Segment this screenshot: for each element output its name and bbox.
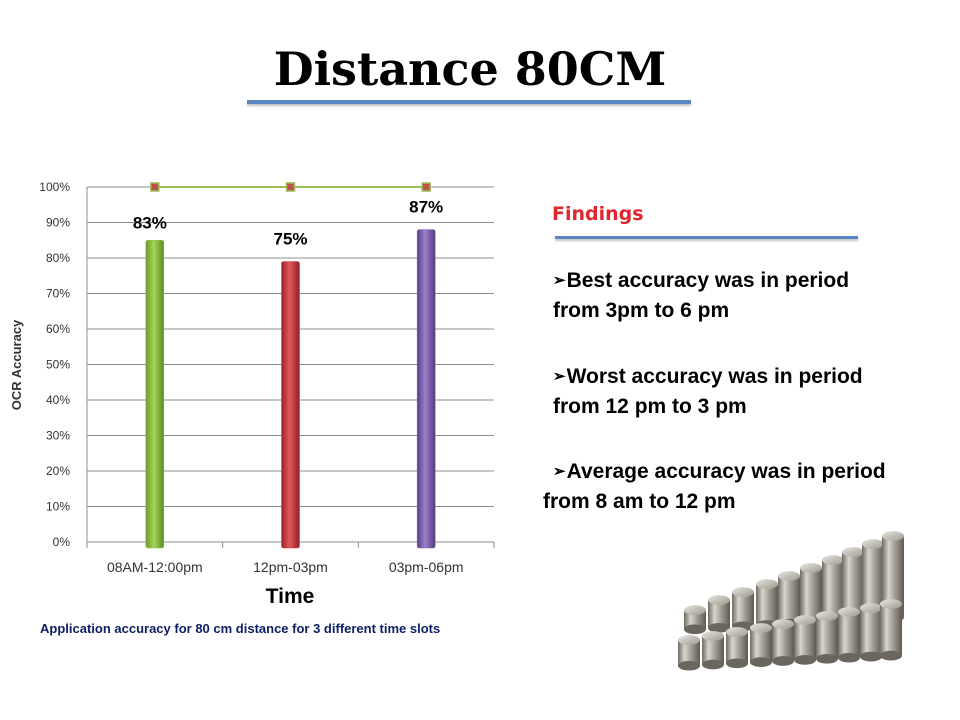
finding-worst: ➢Worst accuracy was in period from 12 pm… [553, 362, 863, 422]
y-axis-label: OCR Accuracy [9, 319, 24, 410]
cylinder-shape [838, 607, 860, 663]
finding-worst-line2: from 12 pm to 3 pm [553, 395, 747, 418]
cylinder-shape [794, 615, 816, 665]
cylinder-shape [732, 587, 754, 632]
bar [281, 261, 300, 549]
arrow-bullet-icon: ➢ [553, 463, 566, 480]
y-tick-label: 0% [53, 535, 71, 549]
y-tick-label: 80% [46, 251, 70, 265]
y-tick-label: 90% [46, 216, 70, 230]
cylinder-shape [860, 603, 882, 662]
findings-heading: Findings [552, 203, 644, 225]
x-tick-label: 03pm-06pm [389, 559, 464, 575]
cylinder-shape [772, 619, 794, 666]
finding-best-line2: from 3pm to 6 pm [553, 299, 730, 322]
bar [145, 240, 165, 549]
arrow-bullet-icon: ➢ [553, 368, 566, 385]
data-label: 87% [409, 198, 443, 217]
cylinder-shape [816, 611, 838, 664]
y-tick-label: 40% [46, 393, 70, 407]
title-underline [247, 100, 691, 104]
finding-average: ➢Average accuracy was in period from 8 a… [543, 457, 886, 517]
y-tick-label: 30% [46, 429, 70, 443]
line-point [285, 182, 296, 192]
finding-best: ➢Best accuracy was in period from 3pm to… [553, 266, 849, 326]
y-tick-label: 60% [46, 322, 70, 336]
line-point [150, 182, 160, 192]
y-tick-label: 70% [46, 287, 70, 301]
x-tick-label: 08AM-12:00pm [107, 559, 203, 575]
slide-title: Distance 80CM [273, 42, 667, 96]
cylinder-shape [726, 627, 748, 669]
y-tick-label: 100% [39, 180, 70, 194]
data-label: 83% [133, 213, 167, 232]
y-tick-label: 50% [46, 358, 70, 372]
cylinder-shape [678, 635, 700, 671]
finding-average-line2: from 8 am to 12 pm [543, 490, 736, 513]
bar [416, 229, 436, 549]
cylinder-shape [750, 623, 772, 667]
findings-underline [555, 236, 858, 239]
x-axis-label: Time [266, 585, 315, 608]
ocr-accuracy-chart: 0% 10% 20% 30% 40% 50% 60% 70% 80% 90% 100% 83% 75%… [9, 180, 495, 608]
y-tick-label: 20% [46, 464, 70, 478]
x-tick-label: 12pm-03pm [253, 559, 328, 575]
line-point [421, 182, 431, 192]
finding-average-line1: Average accuracy was in period [566, 460, 886, 483]
finding-worst-line1: Worst accuracy was in period [566, 365, 863, 388]
metal-cylinders-image [672, 520, 920, 680]
cylinder-shape [702, 631, 724, 670]
cylinder-shape [880, 599, 902, 661]
chart-caption: Application accuracy for 80 cm distance … [40, 621, 441, 636]
arrow-bullet-icon: ➢ [553, 272, 566, 289]
finding-best-line1: Best accuracy was in period [566, 269, 850, 292]
cylinder-shape [708, 595, 730, 633]
cylinder-shape [684, 605, 706, 635]
data-label: 75% [273, 230, 307, 249]
y-tick-label: 10% [46, 500, 70, 514]
